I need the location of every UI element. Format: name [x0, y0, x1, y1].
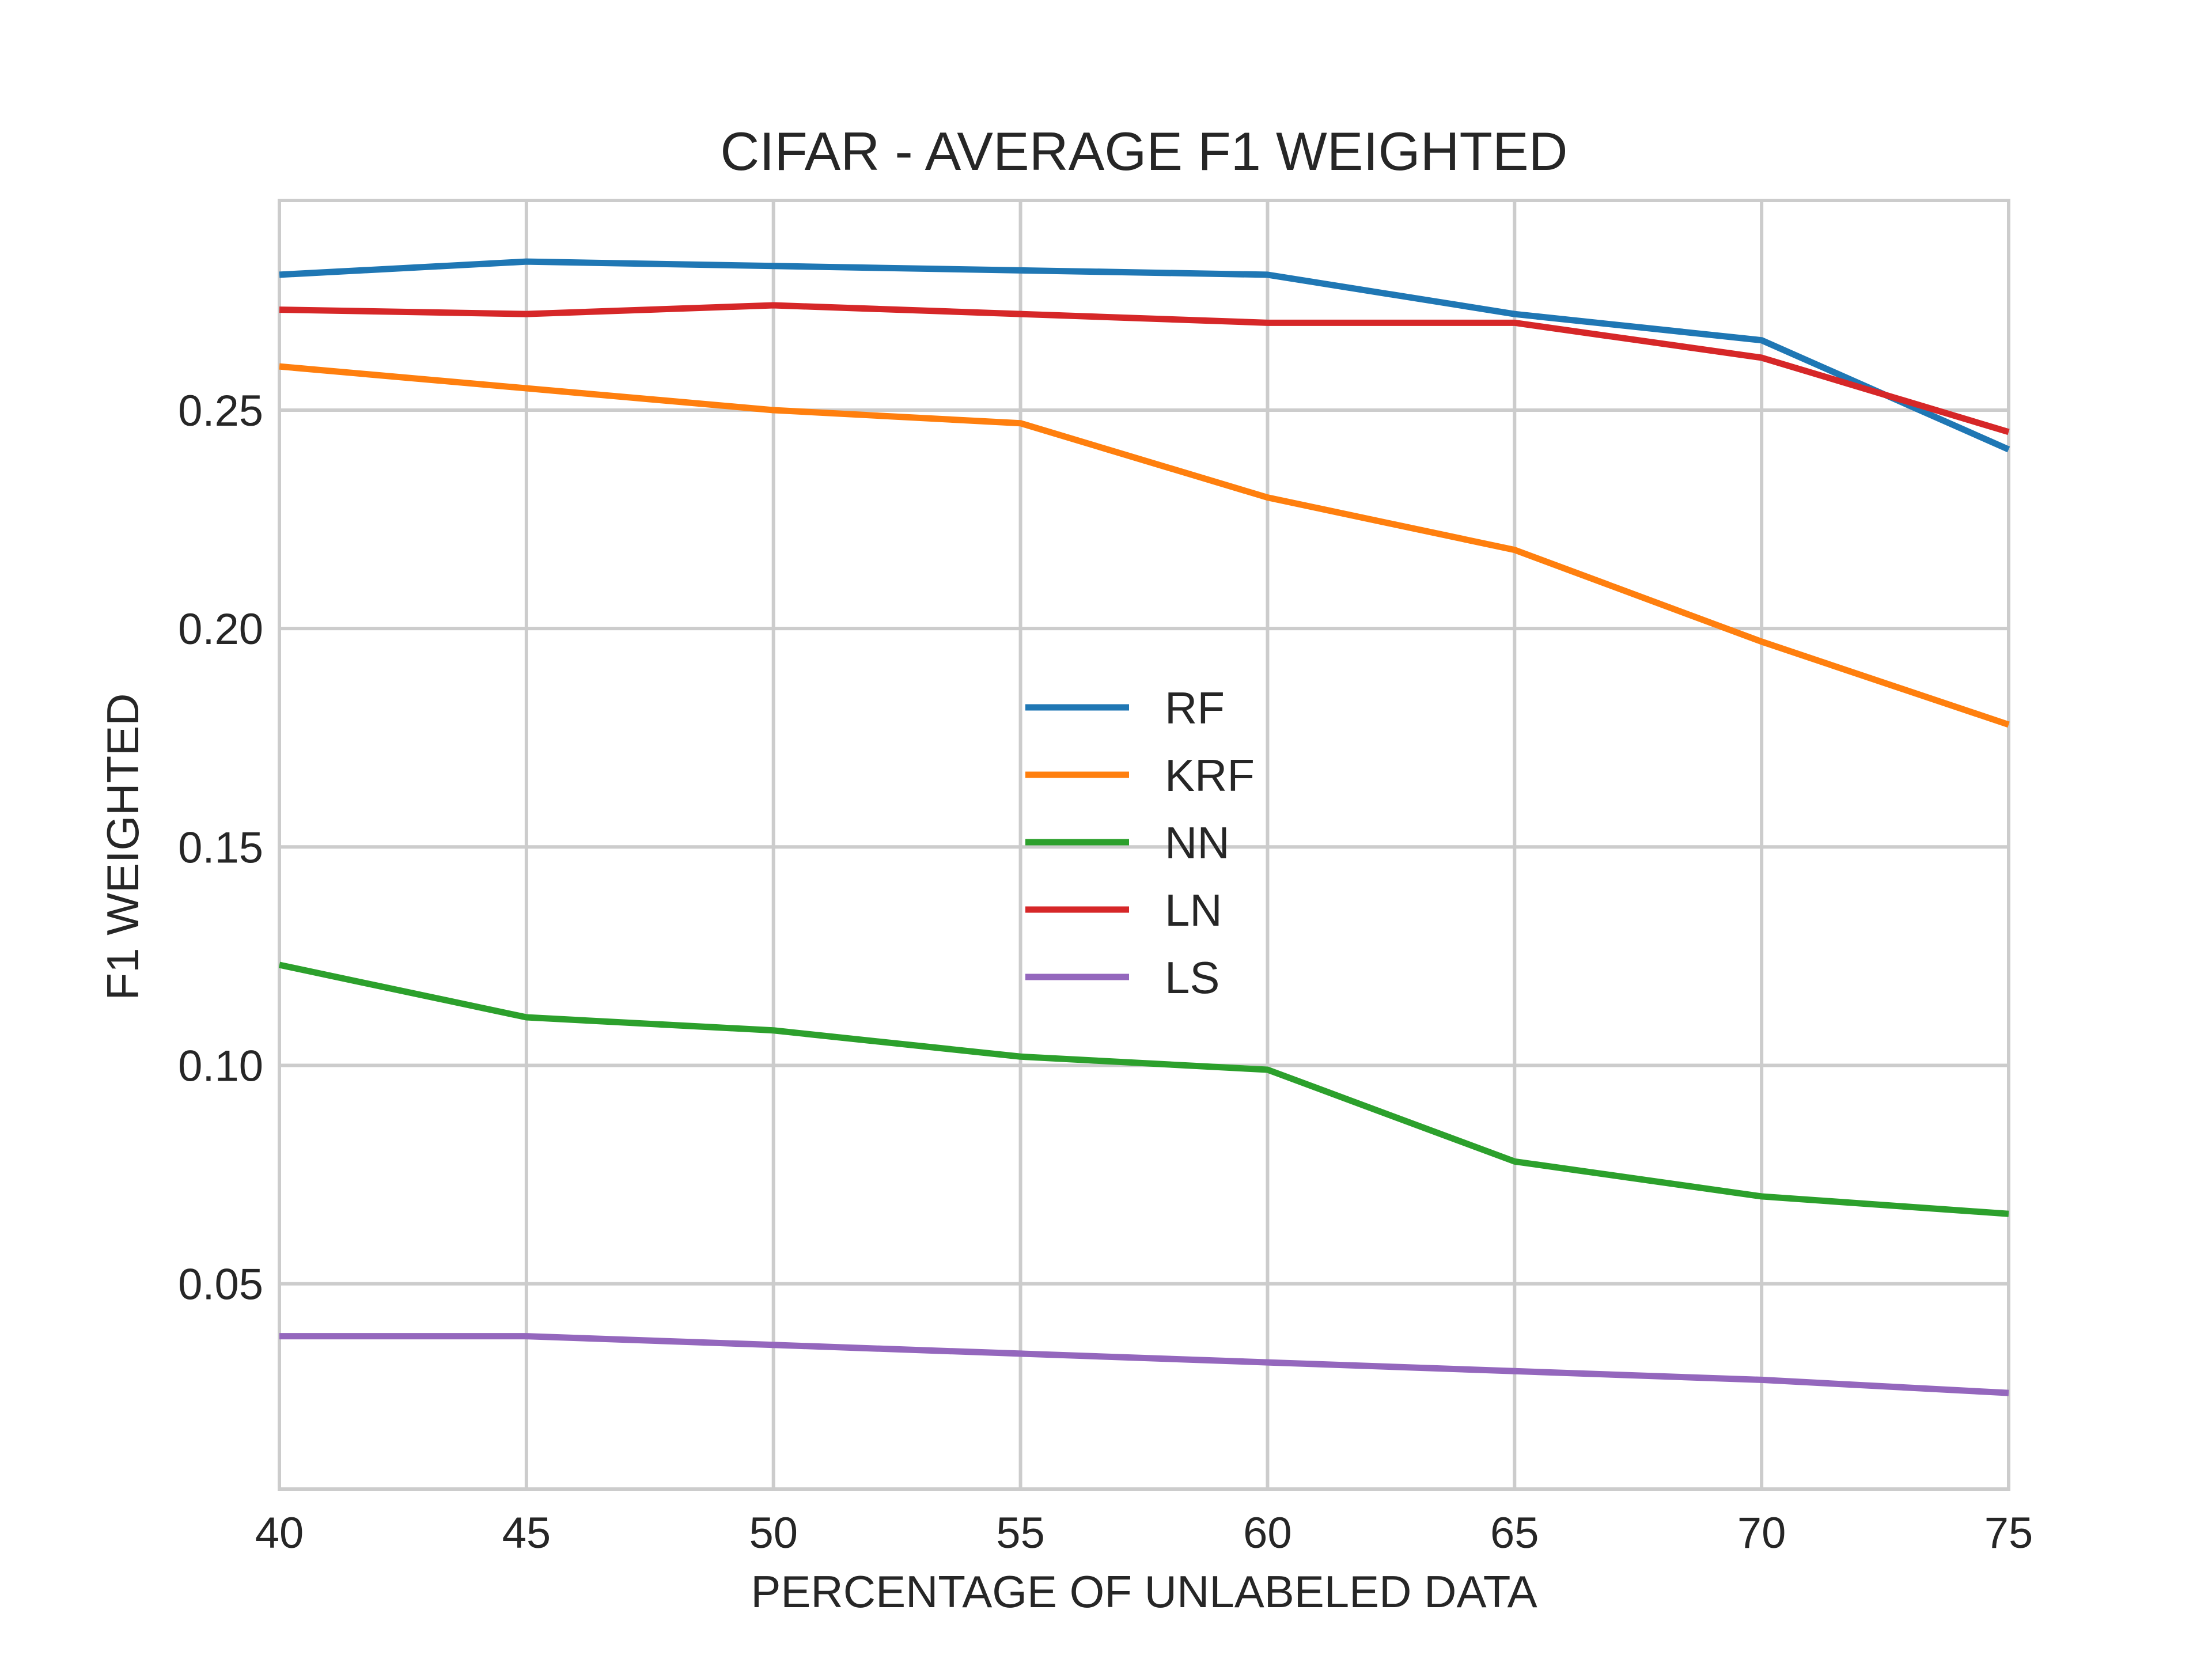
series-lines	[278, 258, 2010, 1396]
legend: RF KRF NN LN LS	[1025, 683, 1255, 1003]
x-tick-label: 40	[255, 1509, 304, 1558]
y-tick-label: 0.10	[178, 1041, 263, 1090]
legend-label-nn: NN	[1165, 817, 1230, 868]
y-axis-label: F1 WEIGHTED	[97, 693, 148, 1000]
legend-label-rf: RF	[1165, 683, 1225, 733]
x-axis-label: PERCENTAGE OF UNLABELED DATA	[751, 1566, 1537, 1617]
x-axis-ticks: 40 45 50 55 60 65 70 75	[255, 1509, 2033, 1558]
series-line-rf	[279, 258, 2010, 453]
x-tick-label: 70	[1737, 1509, 1786, 1558]
x-tick-label: 60	[1243, 1509, 1292, 1558]
legend-label-ln: LN	[1165, 885, 1222, 935]
series-line-krf	[279, 363, 2010, 728]
series-line-nn	[278, 961, 2009, 1217]
chart-title: CIFAR - AVERAGE F1 WEIGHTED	[720, 121, 1567, 181]
x-tick-label: 65	[1490, 1509, 1539, 1558]
x-tick-label: 45	[502, 1509, 551, 1558]
x-tick-label: 75	[1984, 1509, 2033, 1558]
x-tick-label: 55	[996, 1509, 1045, 1558]
x-tick-label: 50	[749, 1509, 798, 1558]
legend-label-krf: KRF	[1165, 750, 1255, 801]
legend-label-ls: LS	[1165, 952, 1219, 1003]
y-tick-label: 0.25	[178, 387, 263, 435]
y-tick-label: 0.15	[178, 823, 263, 872]
grid-lines	[278, 200, 2010, 1489]
y-axis-ticks: 0.05 0.10 0.15 0.20 0.25	[178, 387, 263, 1309]
y-tick-label: 0.20	[178, 605, 263, 654]
plot-frame	[278, 199, 2010, 1491]
series-line-ls	[279, 1333, 2009, 1396]
y-tick-label: 0.05	[178, 1260, 263, 1309]
series-line-ln	[279, 302, 2010, 435]
